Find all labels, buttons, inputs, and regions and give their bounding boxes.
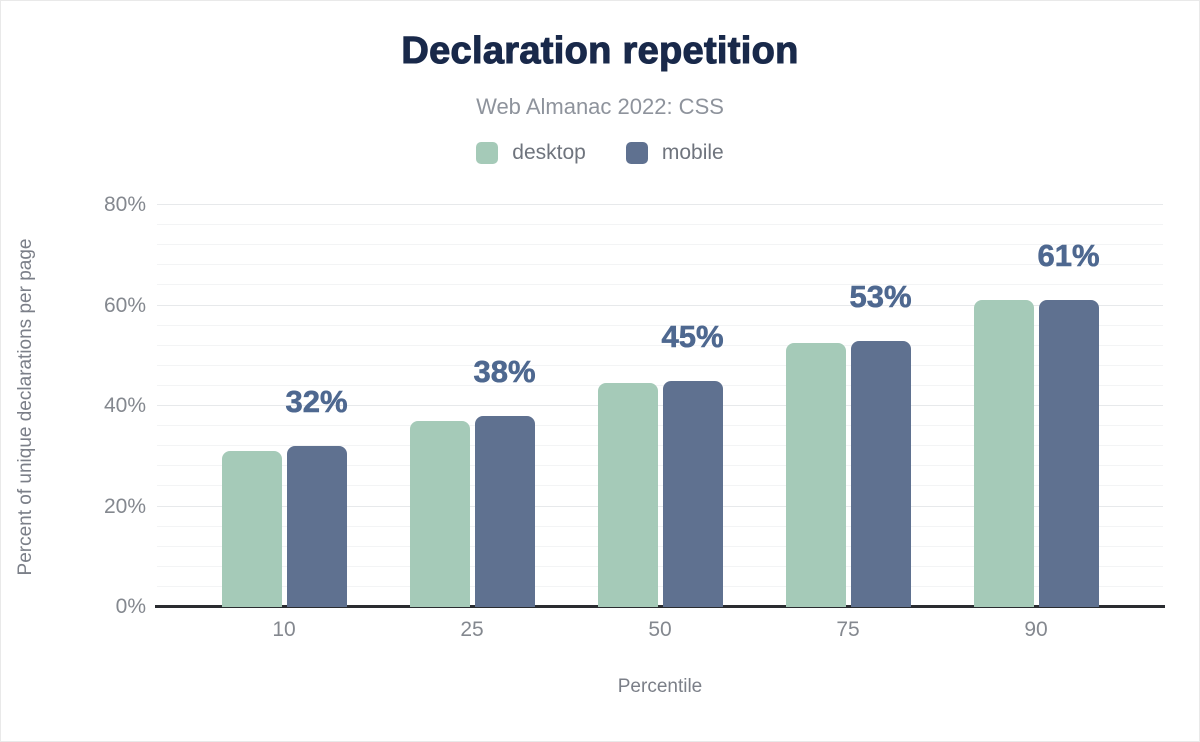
y-tick-label: 80%	[103, 193, 146, 216]
plot-area: 32% 38% 45% 53% 61%	[155, 204, 1165, 608]
x-tick-label-50: 50	[648, 618, 672, 641]
gridline	[157, 425, 1163, 427]
gridline	[157, 384, 1163, 386]
x-tick-label-75: 75	[836, 618, 860, 641]
bar-desktop-p90[interactable]	[973, 300, 1034, 607]
mobile-series-swatch-icon	[625, 142, 648, 164]
gridline	[157, 224, 1163, 226]
y-tick-label: 0%	[115, 595, 146, 618]
gridline	[157, 505, 1163, 507]
bar-desktop-p50[interactable]	[597, 383, 658, 607]
chart-title: Declaration repetition	[401, 29, 799, 72]
legend-label-desktop: desktop	[512, 141, 586, 164]
gridline	[157, 485, 1163, 487]
gridline	[157, 264, 1163, 266]
gridline	[157, 204, 1163, 205]
legend-item-desktop[interactable]: desktop	[476, 141, 586, 165]
bar-mobile-p25[interactable]	[474, 416, 535, 607]
gridline	[157, 244, 1163, 246]
data-label-p10: 32%	[285, 384, 348, 420]
bar-mobile-p90[interactable]	[1038, 300, 1099, 607]
bar-desktop-p75[interactable]	[785, 343, 846, 607]
y-axis-tick-labels: 0% 20% 40% 60% 80%	[0, 193, 146, 618]
bar-desktop-p10[interactable]	[221, 451, 282, 607]
x-axis-title: Percentile	[617, 676, 703, 697]
gridline	[157, 364, 1163, 366]
gridline	[157, 545, 1163, 547]
x-tick-label-25: 25	[460, 618, 484, 641]
y-tick-label: 60%	[103, 293, 146, 317]
y-tick-label: 20%	[103, 494, 146, 518]
legend-label-mobile: mobile	[661, 141, 724, 164]
gridline	[157, 324, 1163, 326]
legend-item-mobile[interactable]: mobile	[625, 141, 724, 165]
gridline	[157, 565, 1163, 567]
gridline	[157, 585, 1163, 587]
gridline	[157, 465, 1163, 467]
gridline	[157, 405, 1163, 406]
y-tick-label: 40%	[103, 394, 146, 417]
bar-mobile-p75[interactable]	[850, 340, 911, 607]
x-tick-label-90: 90	[1024, 618, 1048, 641]
x-axis-tick-labels: 10 25 50 75 90	[157, 618, 1163, 644]
bar-desktop-p25[interactable]	[409, 421, 470, 607]
x-tick-label-10: 10	[272, 618, 296, 641]
desktop-series-swatch-icon	[476, 142, 499, 164]
bar-mobile-p10[interactable]	[286, 446, 347, 607]
gridline	[157, 445, 1163, 447]
x-axis-line	[155, 605, 1165, 608]
gridline	[157, 284, 1163, 286]
legend: desktop mobile	[0, 141, 1200, 165]
gridline	[157, 525, 1163, 527]
data-label-p25: 38%	[473, 354, 536, 390]
chart-subtitle: Web Almanac 2022: CSS	[476, 94, 724, 119]
data-label-p75: 53%	[849, 278, 912, 314]
gridline	[157, 304, 1163, 306]
gridline	[157, 344, 1163, 346]
bar-mobile-p50[interactable]	[662, 380, 723, 607]
data-label-p90: 61%	[1037, 238, 1100, 274]
data-label-p50: 45%	[661, 318, 724, 355]
